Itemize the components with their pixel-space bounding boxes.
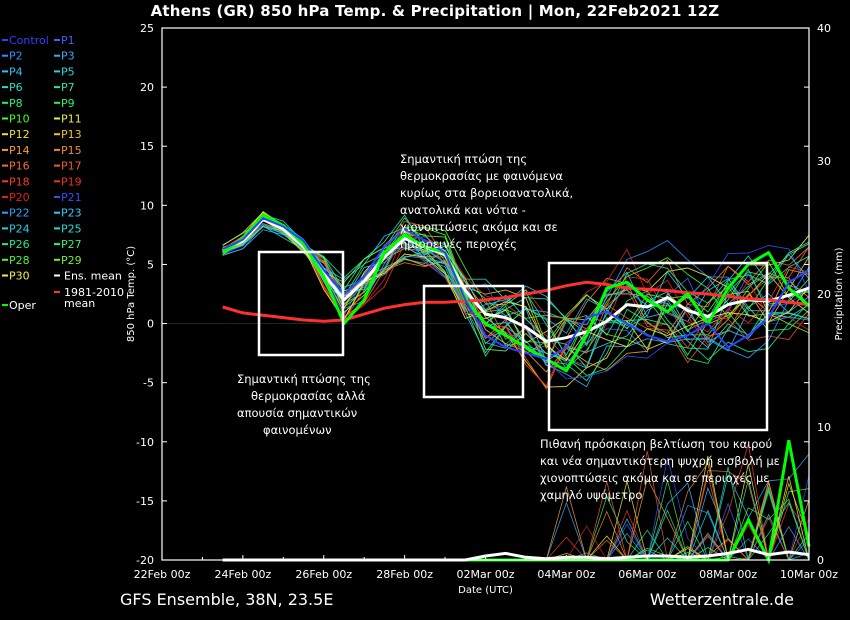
legend-label-p2: P2: [9, 50, 23, 63]
member-line-p24: [222, 214, 810, 369]
y-tick-label: 0: [147, 318, 154, 331]
series-line-1981-2010-mean: [222, 280, 810, 323]
legend-label-climate-mean: 1981-2010: [64, 286, 124, 299]
legend-label-p25: P25: [61, 222, 82, 235]
annotation-text-2: χιονοπτώσεις ακόμα και σε: [400, 220, 558, 234]
y-tick-label: 5: [147, 258, 154, 271]
x-tick-label: 08Mar 00z: [699, 568, 757, 581]
chart-title: Athens (GR) 850 hPa Temp. & Precipitatio…: [150, 2, 720, 20]
legend-label-p7: P7: [61, 81, 75, 94]
y-axis-label: 850 hPa Temp. (°C): [126, 246, 137, 342]
y2-axis-label: Precipitation (mm): [834, 247, 845, 340]
y-tick-label: -20: [136, 554, 154, 567]
x-tick-label: 24Feb 00z: [215, 568, 272, 581]
legend-label-p1: P1: [61, 34, 75, 47]
legend-label-p28: P28: [9, 254, 30, 267]
series-line-control: [222, 217, 810, 360]
annotation-text-1: Σημαντική πτώσης της: [237, 372, 371, 386]
legend-label-climate-mean-2: mean: [64, 297, 95, 310]
legend-label-p15: P15: [61, 144, 82, 157]
legend-label-p14: P14: [9, 144, 30, 157]
annotation-text-3: Πιθανή πρόσκαιρη βελτίωση του καιρού: [540, 437, 772, 451]
legend-label-oper: Oper: [9, 299, 36, 312]
y2-tick-label: 30: [817, 155, 831, 168]
annotation-box-2: [422, 284, 525, 399]
annotation-text-3: χαμηλό υψόμετρο: [540, 488, 642, 502]
legend-label-p17: P17: [61, 160, 82, 173]
member-precip-p19: [222, 509, 809, 561]
source-credit: Wetterzentrale.de: [649, 590, 794, 609]
member-line-p2: [222, 224, 810, 368]
x-tick-label: 28Feb 00z: [376, 568, 433, 581]
y2-tick-label: 40: [817, 22, 831, 35]
x-tick-label: 04Mar 00z: [537, 568, 595, 581]
y-tick-label: -10: [136, 436, 154, 449]
y2-tick-label: 0: [817, 554, 824, 567]
legend-label-p8: P8: [9, 97, 23, 110]
member-line-p26: [222, 213, 810, 347]
legend-label-p10: P10: [9, 113, 30, 126]
legend-label-p20: P20: [9, 191, 30, 204]
legend-label-p16: P16: [9, 160, 30, 173]
annotation-text-1: θερμοκρασίας αλλά: [251, 389, 366, 403]
legend-label-ens-mean: Ens. mean: [64, 270, 122, 283]
annotation-text-2: ημιορεινές περιοχές: [400, 237, 517, 251]
legend-label-p26: P26: [9, 238, 30, 251]
legend-label-p5: P5: [61, 65, 75, 78]
x-tick-label: 22Feb 00z: [134, 568, 191, 581]
y-tick-label: -15: [136, 495, 154, 508]
legend-label-p30: P30: [9, 270, 30, 283]
y-tick-label: 20: [140, 81, 154, 94]
series-line-oper: [221, 213, 810, 373]
annotation-box-1: [257, 250, 345, 357]
annotation-box-3: [547, 261, 769, 432]
y-tick-label: 10: [140, 199, 154, 212]
legend-label-p21: P21: [61, 191, 82, 204]
legend-label-p9: P9: [61, 97, 75, 110]
legend-label-p24: P24: [9, 222, 30, 235]
annotation-text-2: ανατολικά και νότια -: [400, 203, 526, 217]
y-tick-label: 15: [140, 140, 154, 153]
member-precip-p14: [222, 477, 809, 561]
legend-label-p6: P6: [9, 81, 23, 94]
legend-label-p19: P19: [61, 175, 82, 188]
legend-label-p18: P18: [9, 175, 30, 188]
member-line-p28: [222, 215, 810, 346]
x-tick-label: 10Mar 00z: [780, 568, 838, 581]
annotation-text-3: και νέα σημαντικότερη ψυχρή εισβολή με: [540, 454, 780, 468]
member-precip-p7: [222, 479, 809, 561]
annotation-text-2: θερμοκρασίας με φαινόμενα: [400, 169, 563, 183]
legend-label-p4: P4: [9, 65, 23, 78]
legend-label-control: Control: [9, 34, 49, 47]
legend-label-p11: P11: [61, 113, 82, 126]
legend-label-p13: P13: [61, 128, 82, 141]
legend-label-p27: P27: [61, 238, 82, 251]
legend-label-p22: P22: [9, 207, 30, 220]
x-tick-label: 02Mar 00z: [456, 568, 514, 581]
x-tick-label: 26Feb 00z: [295, 568, 352, 581]
x-tick-label: 06Mar 00z: [618, 568, 676, 581]
model-info: GFS Ensemble, 38N, 23.5E: [120, 590, 334, 609]
annotation-text-1: απουσία σημαντικών: [237, 406, 357, 420]
annotation-text-1: φαινομένων: [263, 423, 332, 437]
legend-label-p29: P29: [61, 254, 82, 267]
y-tick-label: 25: [140, 22, 154, 35]
y-tick-label: -5: [143, 377, 154, 390]
annotation-text-2: Σημαντική πτώση της: [400, 152, 527, 166]
annotation-text-3: χιονοπτώσεις ακόμα και σε περιοχές με: [540, 471, 769, 485]
member-line-p15: [222, 217, 810, 355]
annotation-text-2: κυρίως στα βορειοανατολικά,: [400, 186, 573, 200]
x-axis-label: Date (UTC): [458, 585, 513, 596]
legend-label-p3: P3: [61, 50, 75, 63]
y2-tick-label: 20: [817, 288, 831, 301]
legend-label-p12: P12: [9, 128, 30, 141]
y2-tick-label: 10: [817, 421, 831, 434]
legend-label-p23: P23: [61, 207, 82, 220]
